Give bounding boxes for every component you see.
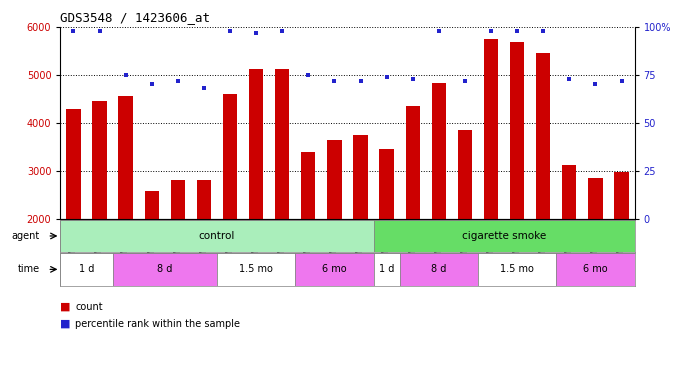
Text: count: count [75,302,103,312]
Bar [197,180,211,219]
Bar [67,109,80,219]
Bar [249,69,263,219]
Bar [478,253,556,286]
Bar [405,106,420,219]
Bar [327,140,342,219]
Text: 6 mo: 6 mo [583,264,608,275]
Bar [562,165,576,219]
Text: percentile rank within the sample: percentile rank within the sample [75,319,241,329]
Bar [295,253,374,286]
Bar [223,94,237,219]
Text: 8 d: 8 d [431,264,447,275]
Text: 8 d: 8 d [157,264,172,275]
Bar [374,220,635,252]
Text: 1.5 mo: 1.5 mo [500,264,534,275]
Text: ■: ■ [60,302,71,312]
Bar [113,253,217,286]
Text: 1.5 mo: 1.5 mo [239,264,273,275]
Bar [484,39,498,219]
Bar [217,253,295,286]
Bar [93,101,107,219]
Text: cigarette smoke: cigarette smoke [462,231,546,241]
Text: control: control [199,231,235,241]
Bar [60,253,113,286]
Bar [171,180,185,219]
Text: ■: ■ [60,319,71,329]
Bar [60,220,374,252]
Bar [588,177,602,219]
Bar [615,172,628,219]
Text: time: time [17,264,40,275]
Bar [379,149,394,219]
Text: GDS3548 / 1423606_at: GDS3548 / 1423606_at [60,11,211,24]
Text: agent: agent [11,231,40,241]
Bar [431,83,446,219]
Bar [400,253,478,286]
Bar [353,135,368,219]
Bar [458,130,472,219]
Bar [510,42,524,219]
Text: 1 d: 1 d [379,264,394,275]
Bar [536,53,550,219]
Bar [145,191,159,219]
Bar [374,253,400,286]
Bar [556,253,635,286]
Bar [119,96,133,219]
Bar [301,152,316,219]
Text: 6 mo: 6 mo [322,264,346,275]
Bar [275,69,289,219]
Text: 1 d: 1 d [79,264,94,275]
